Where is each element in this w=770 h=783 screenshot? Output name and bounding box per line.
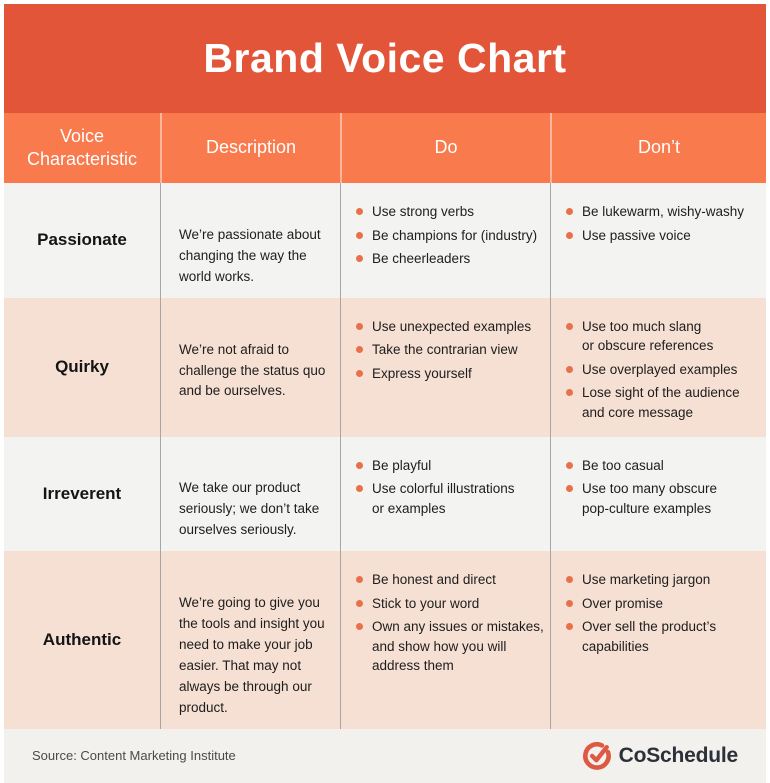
dont-item: Use too many obscure pop-culture example…	[566, 479, 760, 518]
title-banner: Brand Voice Chart	[4, 4, 766, 113]
voice-characteristic-label: Authentic	[43, 630, 121, 650]
table-header-row: Voice Characteristic Description Do Don’…	[4, 113, 766, 183]
do-list: Be playful Use colorful illustrations or …	[356, 456, 544, 519]
do-cell: Use unexpected examples Take the contrari…	[340, 298, 550, 437]
brand-voice-table: Voice Characteristic Description Do Don’…	[4, 113, 766, 729]
description-cell: We’re passionate about changing the way …	[160, 183, 340, 298]
dont-item: Be lukewarm, wishy-washy	[566, 202, 760, 222]
voice-characteristic-label: Quirky	[55, 357, 109, 377]
do-list: Use unexpected examples Take the contrari…	[356, 317, 544, 384]
table-row: Irreverent We take our product seriously…	[4, 437, 766, 552]
voice-characteristic-cell: Quirky	[4, 298, 160, 437]
dont-list: Be too casual Use too many obscure pop-cu…	[566, 456, 760, 519]
page-title: Brand Voice Chart	[203, 35, 566, 82]
do-item: Stick to your word	[356, 594, 544, 614]
dont-item: Use marketing jargon	[566, 570, 760, 590]
footer-bar: Source: Content Marketing Institute CoSc…	[4, 729, 766, 783]
voice-characteristic-label: Irreverent	[43, 484, 121, 504]
coschedule-check-circle-icon	[582, 741, 612, 771]
do-cell: Be honest and direct Stick to your word Ow…	[340, 551, 550, 728]
do-list: Be honest and direct Stick to your word Ow…	[356, 570, 544, 676]
do-list: Use strong verbs Be champions for (indust…	[356, 202, 544, 269]
voice-characteristic-cell: Irreverent	[4, 437, 160, 552]
description-text: We’re going to give you the tools and in…	[179, 595, 325, 715]
coschedule-wordmark: CoSchedule	[619, 744, 738, 768]
column-header-voice-characteristic: Voice Characteristic	[4, 113, 160, 183]
table-row: Passionate We’re passionate about changi…	[4, 183, 766, 298]
dont-cell: Use marketing jargon Over promise Over sel…	[550, 551, 766, 728]
dont-list: Use too much slang or obscure references…	[566, 317, 760, 423]
dont-cell: Use too much slang or obscure references…	[550, 298, 766, 437]
dont-list: Use marketing jargon Over promise Over sel…	[566, 570, 760, 656]
do-cell: Use strong verbs Be champions for (indust…	[340, 183, 550, 298]
do-item: Express yourself	[356, 364, 544, 384]
description-cell: We take our product seriously; we don’t …	[160, 437, 340, 552]
do-item: Use strong verbs	[356, 202, 544, 222]
table-row: Quirky We’re not afraid to challenge the…	[4, 298, 766, 437]
dont-item: Over sell the product’s capabilities	[566, 617, 760, 656]
do-item: Be champions for (industry)	[356, 226, 544, 246]
do-item: Take the contrarian view	[356, 340, 544, 360]
dont-item: Over promise	[566, 594, 760, 614]
description-text: We take our product seriously; we don’t …	[179, 480, 319, 537]
dont-cell: Be lukewarm, wishy-washy Use passive voic…	[550, 183, 766, 298]
voice-characteristic-label: Passionate	[37, 230, 127, 250]
dont-item: Use too much slang or obscure references	[566, 317, 760, 356]
do-item: Use unexpected examples	[356, 317, 544, 337]
do-item: Own any issues or mistakes, and show how…	[356, 617, 544, 676]
dont-cell: Be too casual Use too many obscure pop-cu…	[550, 437, 766, 552]
do-item: Be playful	[356, 456, 544, 476]
dont-item: Use passive voice	[566, 226, 760, 246]
description-cell: We’re going to give you the tools and in…	[160, 551, 340, 728]
voice-characteristic-cell: Authentic	[4, 551, 160, 728]
do-item: Use colorful illustrations or examples	[356, 479, 544, 518]
do-cell: Be playful Use colorful illustrations or …	[340, 437, 550, 552]
do-item: Be honest and direct	[356, 570, 544, 590]
dont-item: Be too casual	[566, 456, 760, 476]
dont-item: Use overplayed examples	[566, 360, 760, 380]
voice-characteristic-cell: Passionate	[4, 183, 160, 298]
table-body: Passionate We’re passionate about changi…	[4, 183, 766, 729]
column-header-dont: Don’t	[550, 113, 766, 183]
dont-list: Be lukewarm, wishy-washy Use passive voic…	[566, 202, 760, 245]
column-header-do: Do	[340, 113, 550, 183]
do-item: Be cheerleaders	[356, 249, 544, 269]
description-text: We’re not afraid to challenge the status…	[179, 342, 325, 399]
description-text: We’re passionate about changing the way …	[179, 227, 321, 284]
source-text: Source: Content Marketing Institute	[32, 748, 236, 763]
column-header-description: Description	[160, 113, 340, 183]
table-row: Authentic We’re going to give you the to…	[4, 551, 766, 728]
dont-item: Lose sight of the audience and core mess…	[566, 383, 760, 422]
coschedule-logo: CoSchedule	[582, 741, 738, 771]
description-cell: We’re not afraid to challenge the status…	[160, 298, 340, 437]
brand-voice-infographic: Brand Voice Chart Voice Characteristic D…	[0, 0, 770, 715]
